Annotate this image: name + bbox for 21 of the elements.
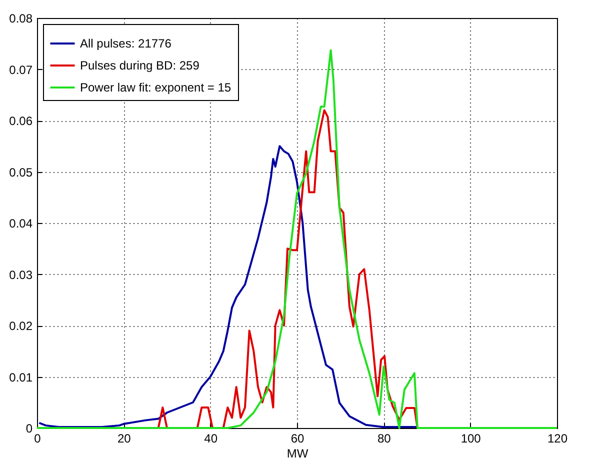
y-tick-label: 0.01 (9, 370, 33, 384)
y-tick-label: 0.02 (9, 319, 33, 333)
legend-label: Pulses during BD: 259 (80, 58, 200, 72)
y-tick-label: 0.08 (9, 12, 33, 26)
x-tick-label: 100 (460, 432, 482, 446)
line-series (36, 49, 558, 429)
x-tick-label: 60 (290, 432, 304, 446)
y-tick-label: 0.04 (9, 216, 33, 230)
y-tick-label: 0.07 (9, 62, 33, 77)
y-tick-label: 0.05 (9, 165, 33, 180)
x-tick-label: 0 (34, 432, 42, 446)
legend-label: All pulses: 21776 (80, 36, 172, 50)
y-tick-label: 0 (26, 422, 33, 436)
x-axis-title: MW (286, 446, 309, 460)
x-tick-label: 120 (547, 432, 568, 446)
y-tick-label: 0.06 (9, 114, 33, 128)
legend-label: Power law fit: exponent = 15 (80, 80, 232, 94)
x-tick-label: 40 (204, 432, 218, 446)
y-tick-label: 0.03 (9, 268, 33, 282)
x-tick-label: 80 (377, 432, 392, 446)
x-tick-label: 20 (117, 432, 132, 446)
